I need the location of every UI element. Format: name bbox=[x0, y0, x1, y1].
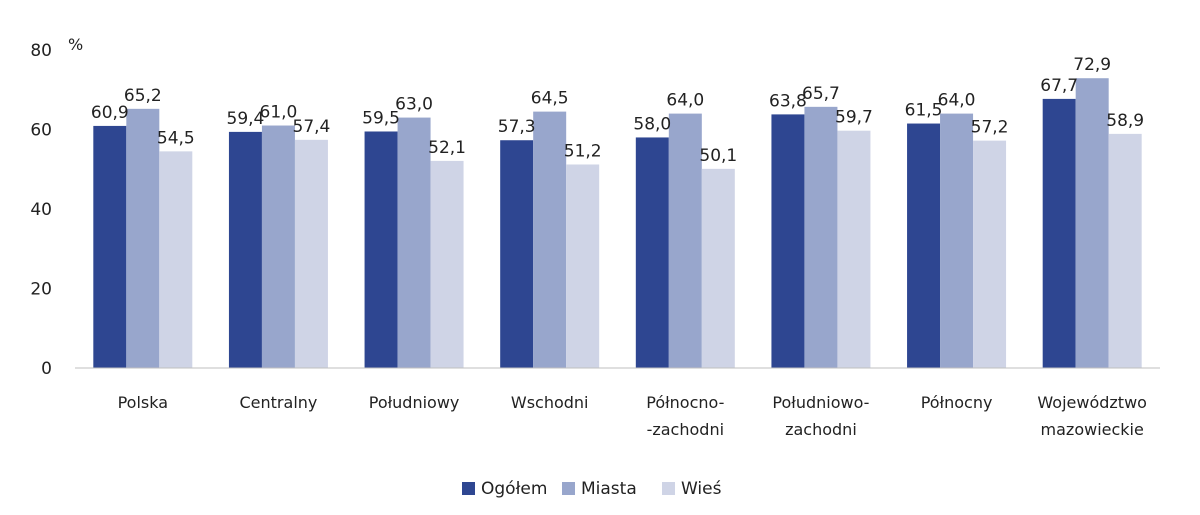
bar-miasta bbox=[940, 113, 974, 368]
category-label: Południowo- bbox=[772, 393, 869, 412]
y-tick-label: 20 bbox=[30, 280, 52, 300]
legend-label: Miasta bbox=[581, 479, 637, 499]
data-label: 57,4 bbox=[293, 117, 331, 137]
data-label: 61,5 bbox=[905, 101, 943, 121]
y-tick-label: 0 bbox=[41, 359, 52, 379]
data-label: 54,5 bbox=[157, 128, 195, 148]
bar-wieś bbox=[701, 168, 735, 368]
y-tick-label: 80 bbox=[30, 41, 52, 61]
legend-label: Wieś bbox=[681, 479, 722, 499]
data-label: 60,9 bbox=[91, 103, 129, 123]
data-label: 59,5 bbox=[362, 108, 400, 128]
data-label: 63,0 bbox=[395, 95, 433, 115]
bar-wieś bbox=[837, 130, 871, 368]
bar-wieś bbox=[973, 140, 1007, 368]
data-labels-group: 60,965,2 54,5 59,461,057,4 59,563,0 52,1 57,3… bbox=[91, 55, 1144, 166]
y-axis-unit-label: % bbox=[68, 35, 83, 54]
data-label: 57,3 bbox=[498, 117, 536, 137]
category-label: Północny bbox=[921, 393, 993, 412]
category-label: -zachodni bbox=[647, 420, 724, 439]
bar-ogółem bbox=[635, 137, 669, 368]
legend-swatch-wieś bbox=[662, 482, 675, 495]
data-label: 50,1 bbox=[699, 146, 737, 166]
bar-miasta bbox=[397, 117, 431, 368]
bar-wieś bbox=[159, 151, 193, 368]
legend-label: Ogółem bbox=[481, 479, 547, 499]
data-label: 64,0 bbox=[666, 91, 704, 111]
bar-miasta bbox=[126, 108, 160, 368]
bar-ogółem bbox=[1042, 98, 1076, 368]
y-tick-label: 40 bbox=[30, 200, 52, 220]
legend-swatch-miasta bbox=[562, 482, 575, 495]
bar-miasta bbox=[261, 125, 295, 369]
bars-group bbox=[93, 78, 1142, 369]
data-label: 61,0 bbox=[260, 103, 298, 123]
bar-wieś bbox=[566, 164, 600, 368]
bar-ogółem bbox=[93, 125, 127, 368]
legend: Ogółem Miasta Wieś bbox=[462, 479, 722, 499]
data-label: 59,7 bbox=[835, 108, 873, 128]
data-label: 58,0 bbox=[633, 114, 671, 134]
data-label: 57,2 bbox=[971, 118, 1009, 138]
data-label: 72,9 bbox=[1073, 55, 1111, 75]
bar-ogółem bbox=[771, 114, 805, 369]
data-label: 51,2 bbox=[564, 141, 602, 161]
x-axis-categories: Polska Centralny Południowy Wschodni Północn… bbox=[118, 393, 1147, 439]
category-label: Wschodni bbox=[511, 393, 589, 412]
bar-ogółem bbox=[364, 131, 398, 368]
category-label: Polska bbox=[118, 393, 168, 412]
bar-ogółem bbox=[228, 131, 262, 368]
data-label: 52,1 bbox=[428, 138, 466, 158]
bar-wieś bbox=[1108, 133, 1142, 368]
data-label: 64,5 bbox=[531, 89, 569, 109]
category-label: zachodni bbox=[785, 420, 857, 439]
bar-miasta bbox=[668, 113, 702, 368]
data-label: 59,4 bbox=[227, 109, 265, 129]
bar-wieś bbox=[430, 160, 464, 368]
category-label: Centralny bbox=[240, 393, 318, 412]
y-axis: 0 20 40 60 80 bbox=[30, 41, 52, 379]
data-label: 67,7 bbox=[1040, 76, 1078, 96]
data-label: 65,2 bbox=[124, 86, 162, 106]
bar-miasta bbox=[804, 106, 838, 368]
data-label: 65,7 bbox=[802, 84, 840, 104]
data-label: 58,9 bbox=[1106, 111, 1144, 131]
category-label: Północno- bbox=[646, 393, 724, 412]
legend-swatch-ogółem bbox=[462, 482, 475, 495]
bar-miasta bbox=[1075, 78, 1109, 368]
data-label: 64,0 bbox=[938, 91, 976, 111]
data-label: 63,8 bbox=[769, 91, 807, 111]
y-tick-label: 60 bbox=[30, 121, 52, 141]
category-label: mazowieckie bbox=[1041, 420, 1144, 439]
bar-wieś bbox=[294, 139, 328, 368]
bar-ogółem bbox=[500, 140, 534, 368]
category-label: Województwo bbox=[1037, 393, 1147, 412]
bar-ogółem bbox=[907, 123, 941, 368]
bar-miasta bbox=[533, 111, 567, 369]
category-label: Południowy bbox=[369, 393, 460, 412]
